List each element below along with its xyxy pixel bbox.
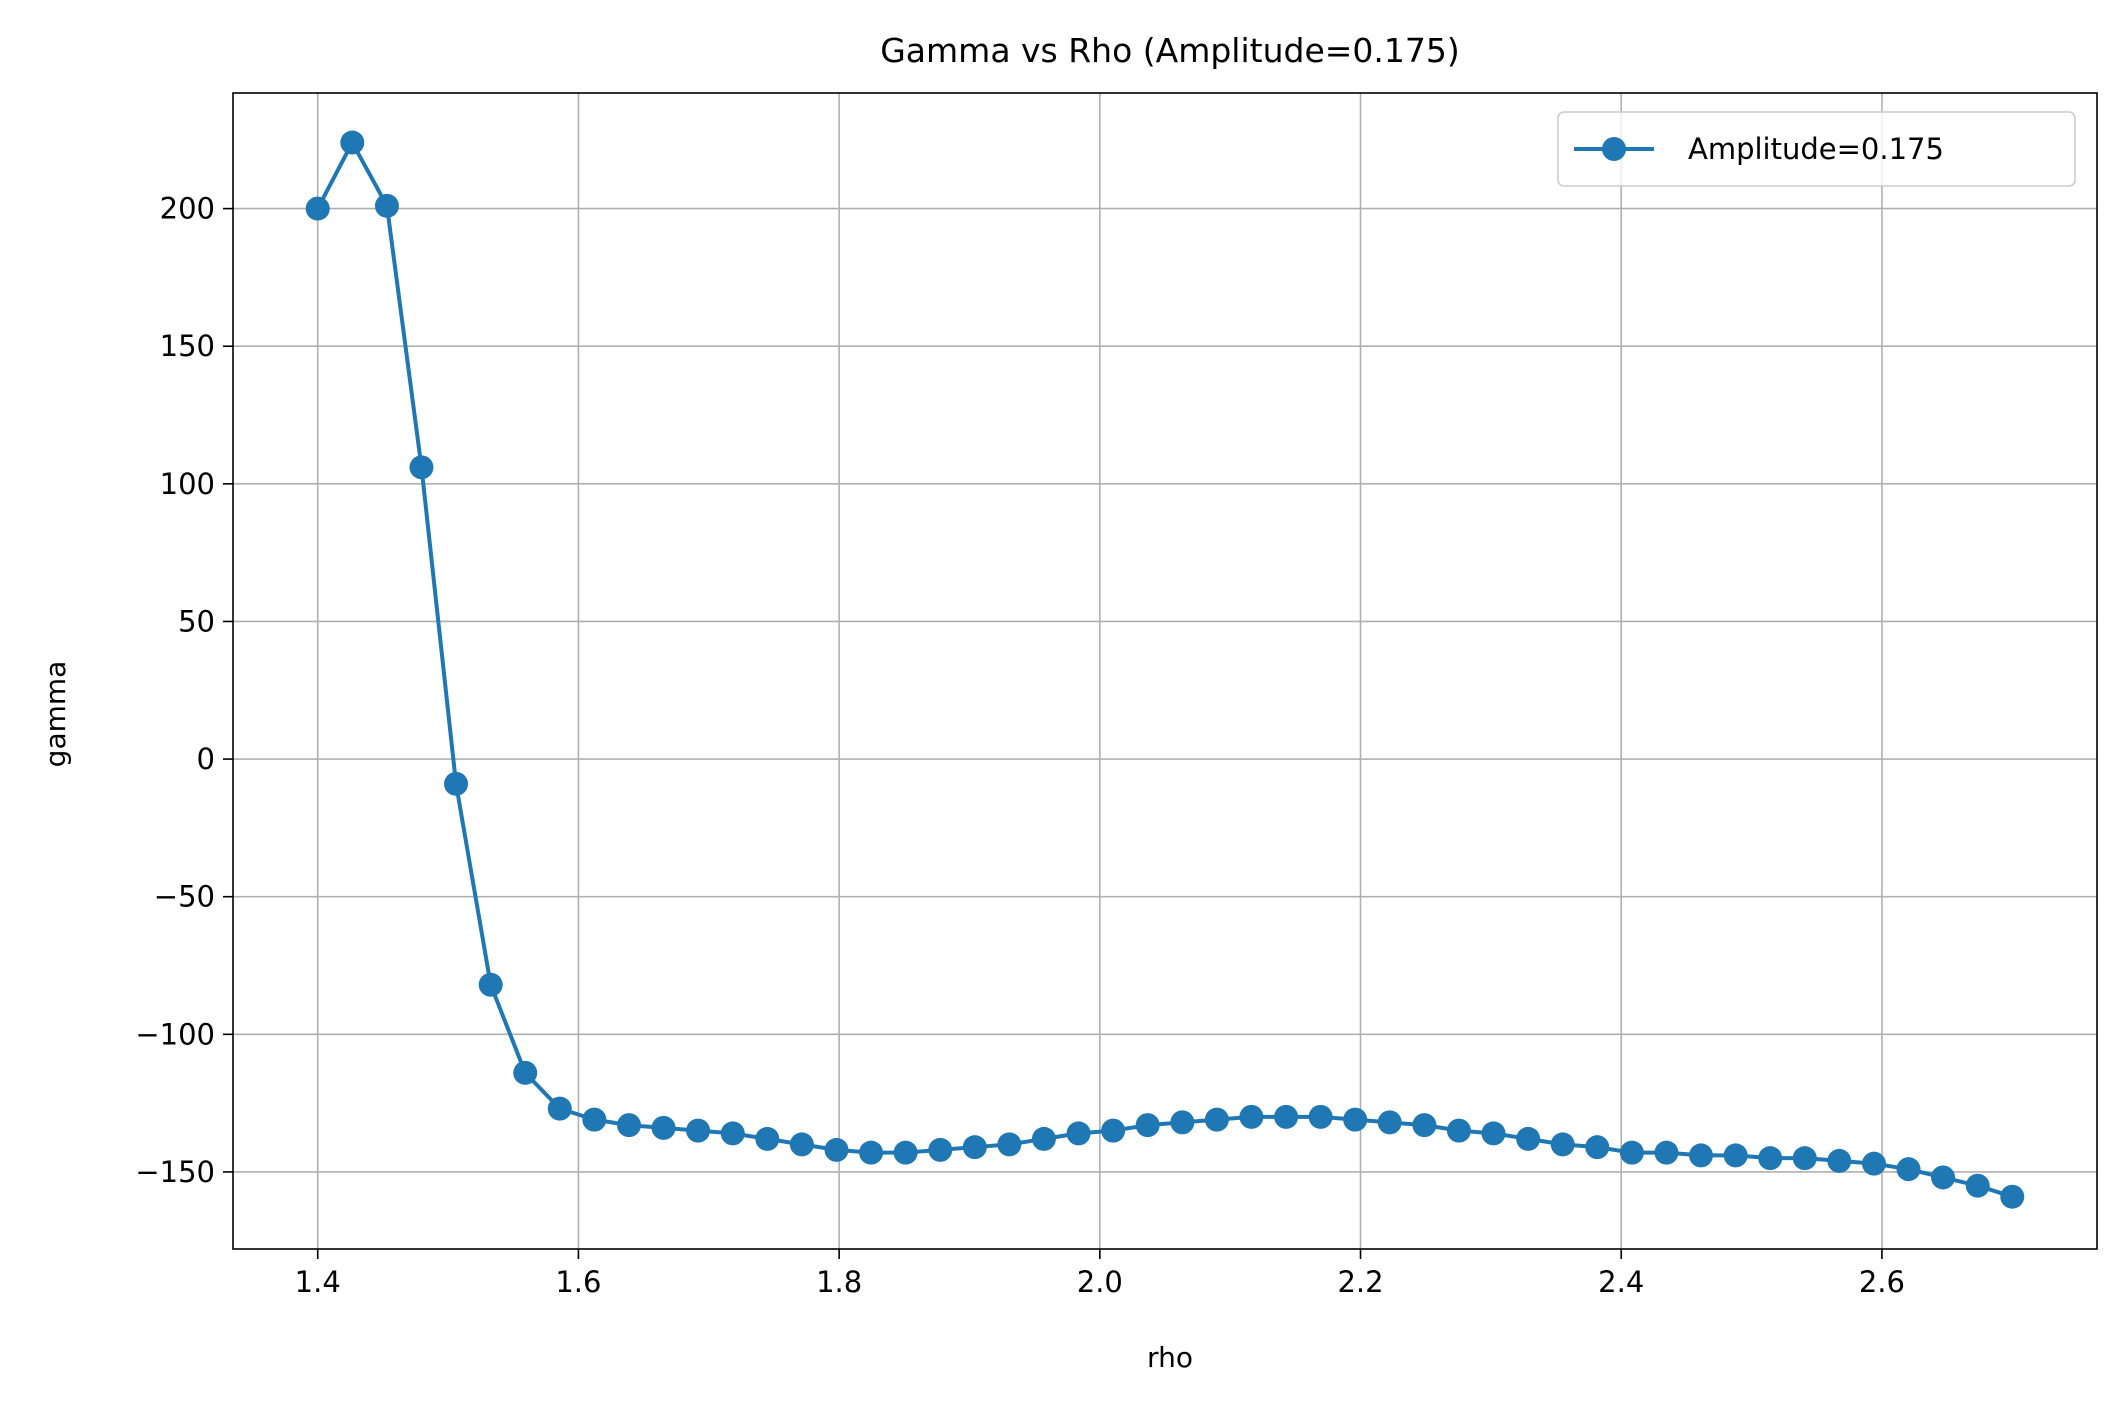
- data-point: [997, 1132, 1022, 1157]
- data-point: [1965, 1173, 1990, 1198]
- y-axis-label: gamma: [39, 661, 72, 768]
- data-point: [1931, 1165, 1956, 1190]
- data-point: [547, 1096, 572, 1121]
- y-tick-label: 100: [160, 467, 215, 501]
- y-tick-label: −150: [135, 1155, 215, 1189]
- data-point: [962, 1135, 987, 1160]
- data-point: [374, 193, 399, 218]
- data-point: [1377, 1110, 1402, 1135]
- data-point: [1170, 1110, 1195, 1135]
- data-point: [1550, 1132, 1575, 1157]
- data-point: [789, 1132, 814, 1157]
- data-point: [1861, 1151, 1886, 1176]
- data-point: [409, 455, 434, 480]
- data-point: [720, 1121, 745, 1146]
- data-point: [928, 1137, 953, 1162]
- data-point: [1343, 1107, 1368, 1132]
- data-point: [582, 1107, 607, 1132]
- data-point: [1308, 1104, 1333, 1129]
- data-point: [1585, 1135, 1610, 1160]
- data-point: [651, 1115, 676, 1140]
- data-point: [1031, 1126, 1056, 1151]
- x-axis-label: rho: [1147, 1341, 1193, 1374]
- data-point: [617, 1113, 642, 1138]
- data-point: [513, 1060, 538, 1085]
- data-point: [2000, 1184, 2025, 1209]
- data-point: [1758, 1146, 1783, 1171]
- data-point: [1239, 1104, 1264, 1129]
- data-point: [893, 1140, 918, 1165]
- axis-ticks: 1.4 1.6 1.8 2.0 2.2 2.4 2.6 200 150 100 50 0 −50 −100…: [135, 192, 1905, 1299]
- series-layer: [305, 130, 2025, 1209]
- data-point: [1446, 1118, 1471, 1143]
- y-tick-label: 0: [197, 742, 215, 776]
- x-tick-label: 1.8: [816, 1265, 862, 1299]
- data-point: [1274, 1104, 1299, 1129]
- legend-marker-sample: [1602, 137, 1626, 161]
- x-tick-label: 1.4: [295, 1265, 341, 1299]
- plot-frame: [232, 92, 2098, 1250]
- data-point: [478, 972, 503, 997]
- data-point: [824, 1137, 849, 1162]
- data-point: [1516, 1126, 1541, 1151]
- grid-lines: [233, 93, 2097, 1249]
- x-tick-label: 2.4: [1598, 1265, 1644, 1299]
- legend: Amplitude=0.175: [1557, 111, 2076, 187]
- x-tick-label: 1.6: [555, 1265, 601, 1299]
- data-point: [1827, 1148, 1852, 1173]
- y-tick-label: 200: [160, 192, 215, 226]
- data-point: [1654, 1140, 1679, 1165]
- y-tick-label: −50: [154, 880, 215, 914]
- data-point: [686, 1118, 711, 1143]
- y-tick-label: −100: [135, 1017, 215, 1051]
- data-point: [305, 196, 330, 221]
- data-point: [1101, 1118, 1126, 1143]
- y-tick-label: 150: [160, 329, 215, 363]
- data-point: [1723, 1143, 1748, 1168]
- data-point: [1619, 1140, 1644, 1165]
- data-point: [1412, 1113, 1437, 1138]
- data-point: [755, 1126, 780, 1151]
- legend-label: Amplitude=0.175: [1688, 132, 1944, 166]
- x-tick-label: 2.2: [1337, 1265, 1383, 1299]
- data-point: [1066, 1121, 1091, 1146]
- y-tick-label: 50: [178, 604, 215, 638]
- x-tick-label: 2.0: [1077, 1265, 1123, 1299]
- data-point: [1135, 1113, 1160, 1138]
- data-point: [1481, 1121, 1506, 1146]
- chart-title: Gamma vs Rho (Amplitude=0.175): [880, 31, 1460, 70]
- data-point: [444, 771, 469, 796]
- legend-box: [1557, 111, 2076, 187]
- data-point: [1688, 1143, 1713, 1168]
- data-point: [859, 1140, 884, 1165]
- data-point: [1896, 1157, 1921, 1182]
- data-point: [1204, 1107, 1229, 1132]
- data-point: [1792, 1146, 1817, 1171]
- x-tick-label: 2.6: [1859, 1265, 1905, 1299]
- data-point: [340, 130, 365, 155]
